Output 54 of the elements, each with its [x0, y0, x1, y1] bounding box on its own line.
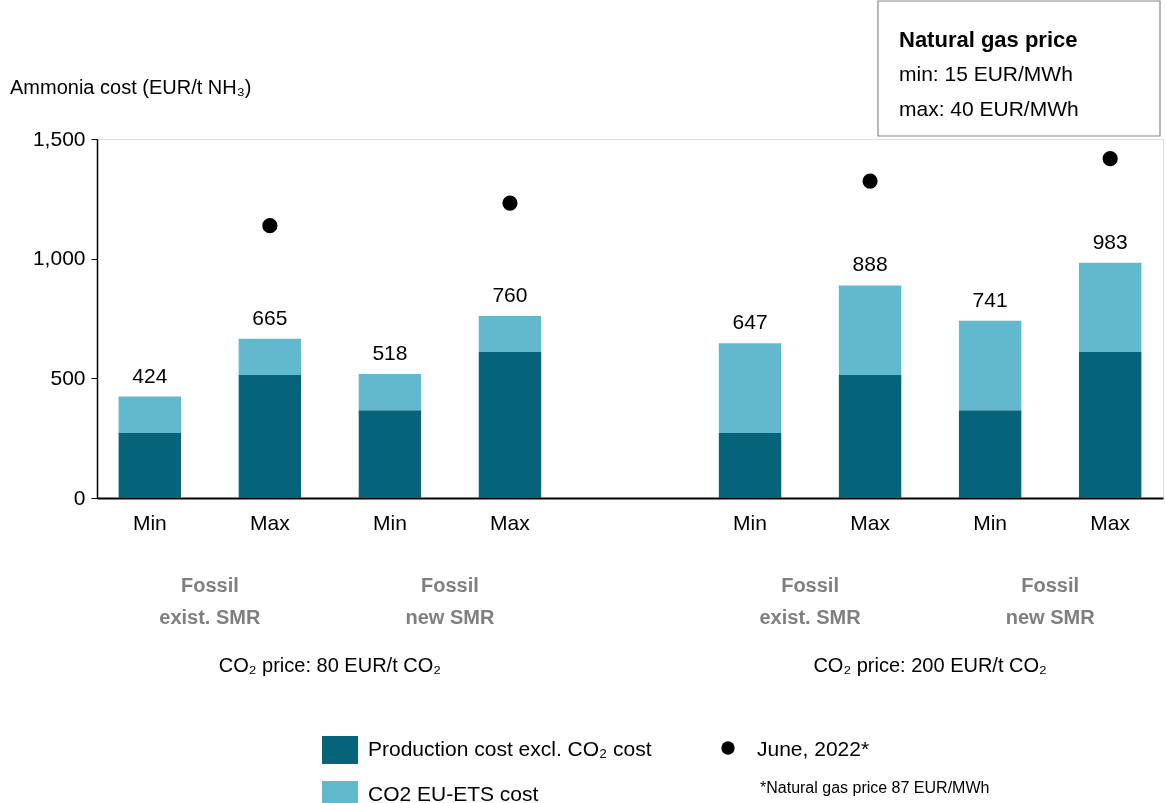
bar — [838, 285, 902, 375]
bar — [238, 374, 302, 498]
x-tick-label: Min — [733, 510, 767, 534]
total-label: 518 — [372, 341, 408, 365]
text: Fossil new SMR — [1005, 574, 1096, 628]
total-label: 647 — [732, 310, 768, 334]
bar — [118, 396, 182, 433]
total-label: 741 — [972, 287, 1008, 311]
bar — [358, 410, 422, 498]
x-tick-label: Max — [490, 510, 531, 534]
total-label: 983 — [1092, 229, 1128, 253]
x-tick-label: Min — [372, 510, 407, 534]
text: min: 15 EUR/MWh — [899, 62, 1073, 85]
total-label: 760 — [492, 283, 528, 307]
y-tick-label: 500 — [50, 365, 86, 389]
x-tick-label: Min — [132, 510, 167, 534]
y-tick-label: 1,000 — [32, 246, 86, 270]
y-axis-title: Ammonia cost (EUR/t NH₃) — [10, 76, 252, 98]
text: Fossil exist. SMR — [159, 574, 261, 628]
point — [1102, 151, 1118, 167]
text: *Natural gas price 87 EUR/MWh — [760, 779, 990, 796]
y-tick-label: 1,500 — [32, 126, 86, 150]
point — [262, 218, 278, 234]
text: CO₂ price: 200 EUR/t CO₂ — [813, 654, 1047, 676]
x-tick-label: Max — [850, 510, 891, 534]
bar — [1078, 352, 1142, 498]
x-tick-label: Min — [973, 510, 1008, 534]
bar — [1078, 262, 1142, 353]
y-tick-label: 0 — [73, 485, 86, 509]
bar — [478, 316, 542, 353]
total-label: 888 — [852, 252, 888, 276]
text: Fossil new SMR — [405, 574, 495, 628]
bar — [958, 410, 1022, 498]
legend-label: CO2 EU-ETS cost — [368, 782, 539, 803]
legend-label: Production cost excl. CO₂ cost — [368, 737, 652, 760]
bar — [958, 320, 1022, 411]
point — [502, 195, 518, 211]
x-tick-label: Max — [1090, 510, 1131, 534]
total-label: 665 — [252, 305, 288, 329]
text: Natural gas price — [899, 27, 1078, 52]
bar — [118, 432, 182, 498]
bar — [358, 374, 422, 411]
text: Fossil exist. SMR — [759, 574, 862, 628]
x-tick-label: Max — [250, 510, 291, 534]
total-label: 424 — [132, 363, 168, 387]
bar — [718, 343, 782, 433]
text: max: 40 EUR/MWh — [899, 97, 1079, 120]
bar — [838, 374, 902, 498]
bar — [238, 338, 302, 375]
legend-label: June, 2022* — [757, 737, 870, 760]
point — [862, 173, 878, 189]
bar — [718, 432, 782, 498]
bar — [478, 352, 542, 498]
text: CO₂ price: 80 EUR/t CO₂ — [218, 654, 442, 676]
